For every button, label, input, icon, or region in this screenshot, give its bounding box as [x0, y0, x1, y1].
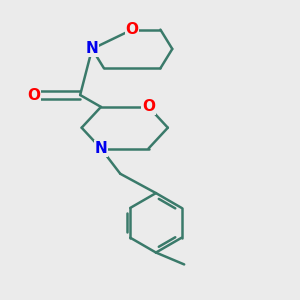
Text: O: O	[142, 99, 155, 114]
Text: O: O	[28, 88, 40, 103]
Text: O: O	[126, 22, 139, 37]
Text: N: N	[94, 141, 107, 156]
Text: N: N	[86, 41, 98, 56]
